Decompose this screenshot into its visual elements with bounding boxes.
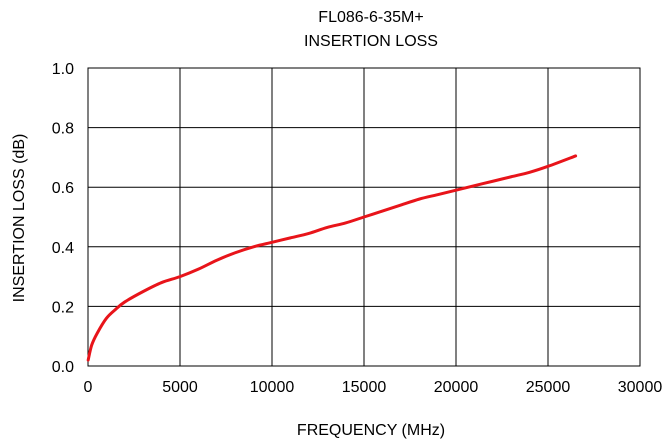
x-tick-label: 25000 <box>526 379 571 396</box>
series-group <box>86 154 578 362</box>
x-tick-label: 15000 <box>342 379 387 396</box>
y-tick-label: 0.8 <box>52 121 74 138</box>
insertion-loss-series-line <box>86 154 578 362</box>
y-tick-label: 0.0 <box>52 359 74 376</box>
chart-subtitle: INSERTION LOSS <box>304 33 438 50</box>
x-tick-label: 5000 <box>162 379 198 396</box>
y-axis-label: INSERTION LOSS (dB) <box>11 134 28 303</box>
x-tick-label: 30000 <box>618 379 663 396</box>
y-tick-label: 0.2 <box>52 299 74 316</box>
y-tick-label: 0.6 <box>52 180 74 197</box>
x-tick-labels: 0 5000 10000 15000 20000 25000 30000 <box>84 379 663 396</box>
chart-title: FL086-6-35M+ <box>318 9 423 26</box>
plot-border <box>87 67 641 367</box>
x-axis-label: FREQUENCY (MHz) <box>297 422 445 439</box>
x-tick-label: 20000 <box>434 379 479 396</box>
y-tick-label: 1.0 <box>52 61 74 78</box>
y-tick-labels: 0.0 0.2 0.4 0.6 0.8 1.0 <box>52 61 74 376</box>
x-tick-label: 10000 <box>250 379 295 396</box>
x-tick-label: 0 <box>84 379 93 396</box>
y-tick-label: 0.4 <box>52 240 74 257</box>
plot-frame <box>87 67 641 367</box>
